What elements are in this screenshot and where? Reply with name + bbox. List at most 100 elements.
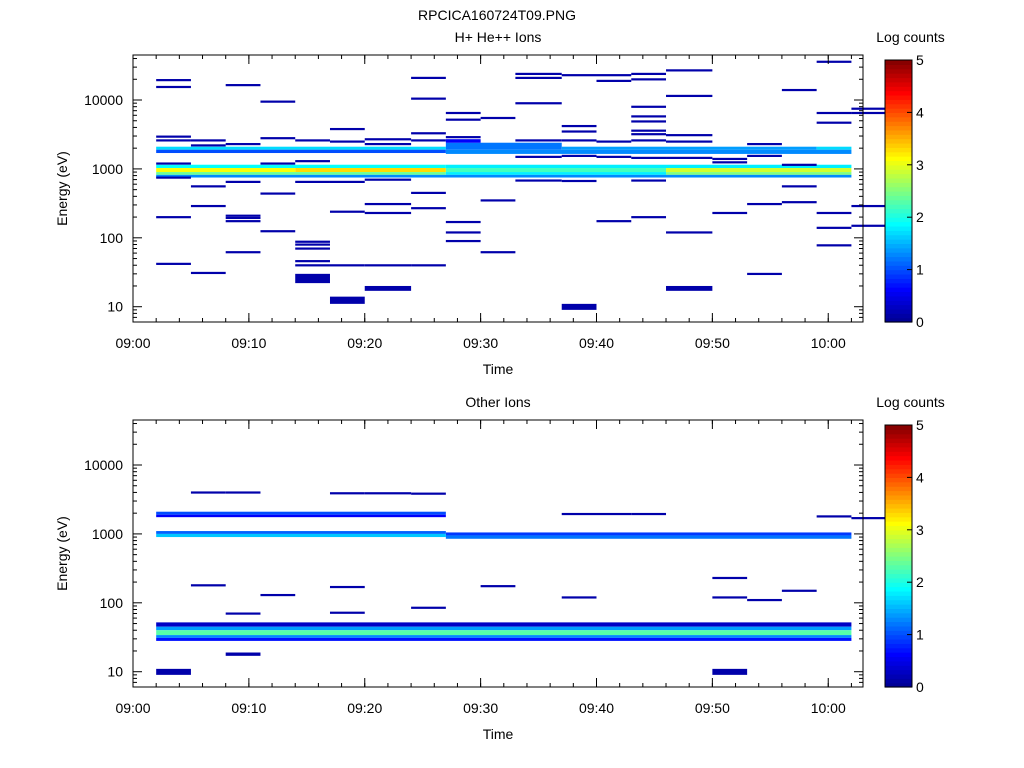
colorbar-swatch xyxy=(885,308,912,314)
colorbar-swatch xyxy=(885,208,912,214)
colorbar-swatch xyxy=(885,665,912,671)
colorbar-tick-label: 4 xyxy=(916,104,924,120)
heatmap-cell xyxy=(561,596,597,599)
colorbar-swatch xyxy=(885,516,912,522)
heatmap-cell xyxy=(329,140,365,143)
colorbar-swatch xyxy=(885,256,912,262)
heatmap-cell xyxy=(747,202,782,206)
colorbar-swatch xyxy=(885,630,912,636)
plot-frame xyxy=(132,54,864,323)
x-tick-label: 09:00 xyxy=(115,335,150,351)
heatmap-cell xyxy=(561,124,597,128)
colorbar-swatch xyxy=(885,134,912,140)
colorbar-swatch xyxy=(885,169,912,175)
heatmap-cell xyxy=(561,146,817,150)
y-axis: 10 100 1000 10000 Energy (eV) xyxy=(54,423,863,688)
colorbar-tick-label: 4 xyxy=(916,469,924,485)
heatmap-cell xyxy=(666,94,713,98)
heatmap-cell xyxy=(851,517,887,520)
heatmap-cell xyxy=(445,231,481,234)
heatmap-cell xyxy=(561,179,597,183)
heatmap-cell xyxy=(712,576,748,580)
heatmap-cell xyxy=(596,220,632,223)
heatmap-cell xyxy=(445,164,852,169)
heatmap-cell xyxy=(631,129,667,132)
heatmap-cell xyxy=(411,606,446,609)
colorbar-swatch xyxy=(885,621,912,627)
colorbar-swatch xyxy=(885,481,912,487)
y-tick-label: 100 xyxy=(100,230,124,246)
colorbar-swatch xyxy=(885,490,912,496)
plot-frame xyxy=(132,419,864,688)
colorbar-swatch xyxy=(885,569,912,575)
colorbar-swatch xyxy=(885,94,912,100)
colorbar-swatch xyxy=(885,138,912,144)
heatmap-cell xyxy=(156,146,446,150)
colorbar-tick-label: 1 xyxy=(916,262,924,278)
heatmap-cell xyxy=(411,76,446,80)
heatmap-cell xyxy=(515,179,562,182)
heatmap-cell xyxy=(781,88,817,92)
x-tick-label: 09:40 xyxy=(579,700,614,716)
colorbar-swatch xyxy=(885,252,912,258)
colorbar-swatch xyxy=(885,225,912,231)
heatmap-cell xyxy=(156,168,296,173)
heatmap-cell xyxy=(364,492,412,495)
colorbar-swatch xyxy=(885,459,912,465)
heatmap-cell xyxy=(666,156,713,159)
heatmap-cell xyxy=(156,533,446,538)
colorbar-tick-label: 3 xyxy=(916,522,924,538)
heatmap-cell xyxy=(631,105,667,108)
heatmap-cell xyxy=(411,132,446,135)
heatmap-cell xyxy=(445,111,481,115)
colorbar-swatch xyxy=(885,260,912,266)
heatmap-cell xyxy=(712,211,748,215)
heatmap-cell xyxy=(190,491,226,494)
colorbar-swatch xyxy=(885,525,912,531)
colorbar-swatch xyxy=(885,195,912,201)
heatmap-cell xyxy=(329,585,365,589)
heatmap-cell xyxy=(329,264,365,267)
colorbar-swatch xyxy=(885,173,912,179)
colorbar-tick-label: 3 xyxy=(916,157,924,173)
heatmap-cell xyxy=(156,216,191,219)
heatmap-cell xyxy=(781,163,817,166)
y-tick-label: 10 xyxy=(107,664,123,680)
heatmap-cell xyxy=(631,139,667,142)
heatmap-cell xyxy=(561,512,597,516)
heatmap-cell xyxy=(480,116,516,120)
colorbar-swatch xyxy=(885,282,912,288)
heatmap-cell xyxy=(631,133,667,136)
heatmap-cell xyxy=(666,168,852,173)
heatmap-cell xyxy=(260,593,296,597)
heatmap-cell xyxy=(816,111,852,115)
colorbar-swatch xyxy=(885,529,912,535)
colorbar-swatch xyxy=(885,112,912,118)
heatmap-cell xyxy=(295,264,330,267)
panel-other-ions: Other Ions 09:00 09:10 09:20 09:30 09:40 09:50… xyxy=(54,394,945,742)
heatmap-cell xyxy=(631,72,667,76)
heatmap-cell xyxy=(631,115,667,118)
heatmap-cell xyxy=(329,296,365,304)
heatmap-cell xyxy=(747,142,782,146)
colorbar-swatch xyxy=(885,247,912,253)
x-tick-label: 10:00 xyxy=(811,700,846,716)
colorbar-swatch xyxy=(885,590,912,596)
heatmap-cell xyxy=(156,637,852,641)
heatmap-cell xyxy=(364,211,412,215)
x-axis: 09:00 09:10 09:20 09:30 09:40 09:50 10:00 Time xyxy=(115,55,852,377)
heatmap-cell xyxy=(329,492,365,495)
heatmap-cell xyxy=(295,160,330,163)
colorbar-swatch xyxy=(885,300,912,306)
colorbar-swatch xyxy=(885,269,912,275)
heatmap-cell xyxy=(561,130,597,133)
heatmap-cell xyxy=(295,168,446,173)
y-axis: 10 100 1000 10000 Energy (eV) xyxy=(54,58,863,323)
colorbar-label: Log counts xyxy=(876,394,945,410)
heatmap-cell xyxy=(816,146,852,150)
heatmap-cell xyxy=(156,511,446,515)
heatmap-cell xyxy=(156,149,446,154)
heatmap-cell xyxy=(295,240,330,243)
colorbar-swatch xyxy=(885,446,912,452)
